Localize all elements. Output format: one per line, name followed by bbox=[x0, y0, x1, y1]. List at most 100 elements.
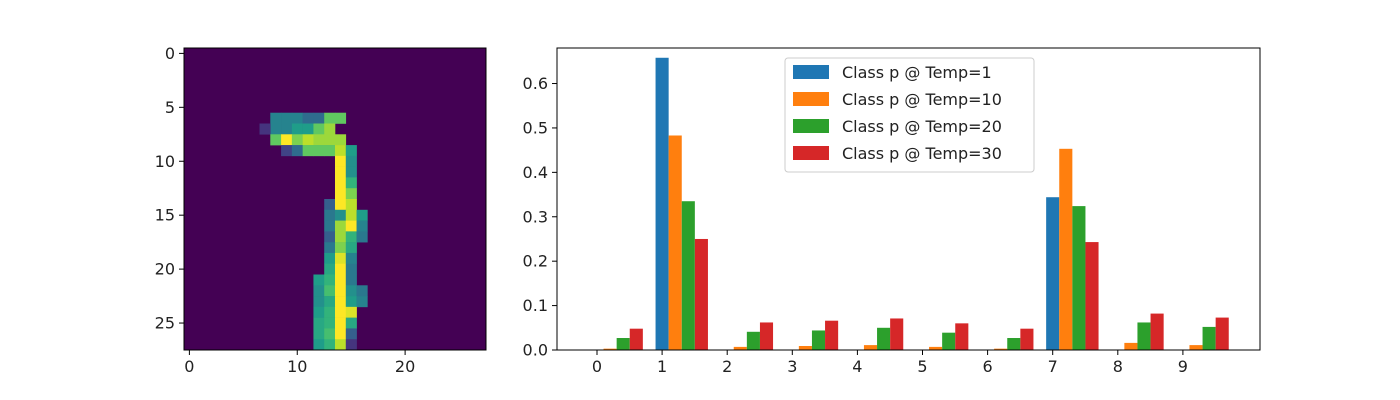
heatmap-cell bbox=[335, 296, 347, 308]
heatmap-cell bbox=[291, 145, 303, 157]
heatmap-cells bbox=[184, 48, 486, 351]
y-tick-label: 0.1 bbox=[523, 296, 548, 315]
bar-class-p-temp-20-cat-4 bbox=[877, 327, 891, 350]
heatmap-cell bbox=[324, 296, 336, 308]
heatmap-cell bbox=[324, 317, 336, 329]
heatmap-cell bbox=[324, 231, 336, 243]
heatmap-cell bbox=[345, 231, 357, 243]
bar-class-p-temp-30-cat-6 bbox=[1020, 328, 1034, 350]
heatmap-cell bbox=[324, 306, 336, 318]
bar-class-p-temp-20-cat-3 bbox=[811, 330, 826, 350]
y-tick-label: 15 bbox=[155, 206, 175, 225]
heatmap-frame bbox=[183, 47, 487, 351]
heatmap-cell bbox=[345, 296, 357, 308]
bar-class-p-temp-10-cat-9 bbox=[1189, 345, 1203, 350]
heatmap-cell bbox=[324, 112, 336, 124]
class-probability-bar-panel: 0 1 2 3 4 5 6 7 8 9 0.0 0.1 0.2 0.3 0.4 0.5 0.6 Class p… bbox=[523, 47, 1261, 376]
heatmap-cell bbox=[335, 252, 347, 265]
bar-y-axis: 0.0 0.1 0.2 0.3 0.4 0.5 0.6 bbox=[523, 74, 557, 360]
heatmap-cell bbox=[281, 112, 293, 124]
heatmap-cell bbox=[345, 166, 357, 178]
legend-swatch bbox=[793, 92, 829, 106]
heatmap-cell bbox=[345, 155, 357, 167]
legend-label: Class p @ Temp=1 bbox=[842, 63, 992, 82]
heatmap-cell bbox=[345, 188, 357, 200]
y-tick-label: 0.4 bbox=[523, 163, 548, 182]
heatmap-cell bbox=[345, 285, 357, 297]
heatmap-cell bbox=[313, 123, 325, 135]
heatmap-cell bbox=[313, 285, 325, 297]
bar-class-p-temp-10-cat-5 bbox=[929, 346, 943, 350]
y-tick-label: 0.3 bbox=[523, 207, 548, 226]
bar-x-axis: 0 1 2 3 4 5 6 7 8 9 bbox=[592, 350, 1188, 376]
heatmap-cell bbox=[313, 317, 325, 329]
heatmap-cell bbox=[335, 166, 347, 178]
heatmap-cell bbox=[356, 296, 368, 308]
heatmap-cell bbox=[324, 209, 336, 221]
heatmap-cell bbox=[335, 188, 347, 200]
x-tick-label: 9 bbox=[1178, 357, 1188, 376]
bar-class-p-temp-10-cat-7 bbox=[1059, 148, 1073, 350]
heatmap-cell bbox=[270, 112, 282, 124]
heatmap-cell bbox=[335, 285, 347, 297]
bar-marks bbox=[603, 57, 1229, 351]
heatmap-cell bbox=[335, 274, 347, 286]
legend-label: Class p @ Temp=20 bbox=[842, 117, 1002, 136]
heatmap-cell bbox=[335, 155, 347, 167]
heatmap-cell bbox=[335, 231, 347, 243]
heatmap-cell bbox=[345, 328, 357, 340]
bar-class-p-temp-30-cat-9 bbox=[1215, 317, 1229, 350]
heatmap-cell bbox=[335, 339, 347, 351]
heatmap-cell bbox=[324, 263, 336, 275]
heatmap-cell bbox=[281, 123, 293, 135]
x-tick-label: 8 bbox=[1113, 357, 1123, 376]
heatmap-cell bbox=[345, 199, 357, 211]
heatmap-cell bbox=[291, 112, 303, 124]
legend-swatch bbox=[793, 119, 829, 133]
y-tick-label: 0.2 bbox=[523, 252, 548, 271]
bar-class-p-temp-30-cat-8 bbox=[1150, 313, 1164, 350]
heatmap-cell bbox=[335, 317, 347, 329]
bar-class-p-temp-20-cat-0 bbox=[616, 338, 630, 350]
x-tick-label: 6 bbox=[983, 357, 993, 376]
bar-frame bbox=[556, 47, 1261, 351]
heatmap-cell bbox=[324, 199, 336, 211]
heatmap-x-axis: 0 10 20 bbox=[184, 350, 415, 376]
heatmap-cell bbox=[345, 145, 357, 157]
bar-class-p-temp-20-cat-5 bbox=[942, 332, 956, 350]
heatmap-cell bbox=[356, 231, 368, 243]
heatmap-cell bbox=[345, 274, 357, 286]
bar-class-p-temp-1-cat-1 bbox=[655, 57, 669, 351]
heatmap-cell bbox=[313, 328, 325, 340]
heatmap-cell bbox=[345, 263, 357, 275]
legend-frame bbox=[784, 57, 1035, 173]
heatmap-cell bbox=[302, 134, 314, 146]
bar-class-p-temp-30-cat-2 bbox=[759, 322, 774, 350]
heatmap-cell bbox=[345, 317, 357, 329]
heatmap-cell bbox=[356, 220, 368, 232]
x-tick-label: 4 bbox=[852, 357, 862, 376]
heatmap-cell bbox=[335, 220, 347, 232]
x-tick-label: 0 bbox=[184, 357, 194, 376]
heatmap-cell bbox=[345, 209, 357, 221]
bar-class-p-temp-30-cat-7 bbox=[1085, 242, 1099, 350]
bar-class-p-temp-10-cat-4 bbox=[863, 345, 878, 350]
y-tick-label: 20 bbox=[155, 260, 175, 279]
heatmap-cell bbox=[324, 220, 336, 232]
x-tick-label: 20 bbox=[395, 357, 415, 376]
digit-heatmap-panel: 0 10 20 0 5 10 15 20 25 bbox=[155, 44, 487, 376]
heatmap-cell bbox=[335, 328, 347, 340]
heatmap-cell bbox=[291, 123, 303, 135]
heatmap-cell bbox=[345, 306, 357, 318]
heatmap-cell bbox=[324, 328, 336, 340]
bar-class-p-temp-20-cat-8 bbox=[1137, 322, 1151, 350]
bar-class-p-temp-10-cat-2 bbox=[733, 346, 747, 350]
bar-class-p-temp-30-cat-3 bbox=[825, 320, 839, 350]
x-tick-label: 10 bbox=[287, 357, 307, 376]
y-tick-label: 0 bbox=[165, 44, 175, 63]
heatmap-cell bbox=[335, 199, 347, 211]
legend-swatch bbox=[793, 146, 829, 160]
heatmap-cell bbox=[324, 274, 336, 286]
y-tick-label: 5 bbox=[165, 98, 175, 117]
